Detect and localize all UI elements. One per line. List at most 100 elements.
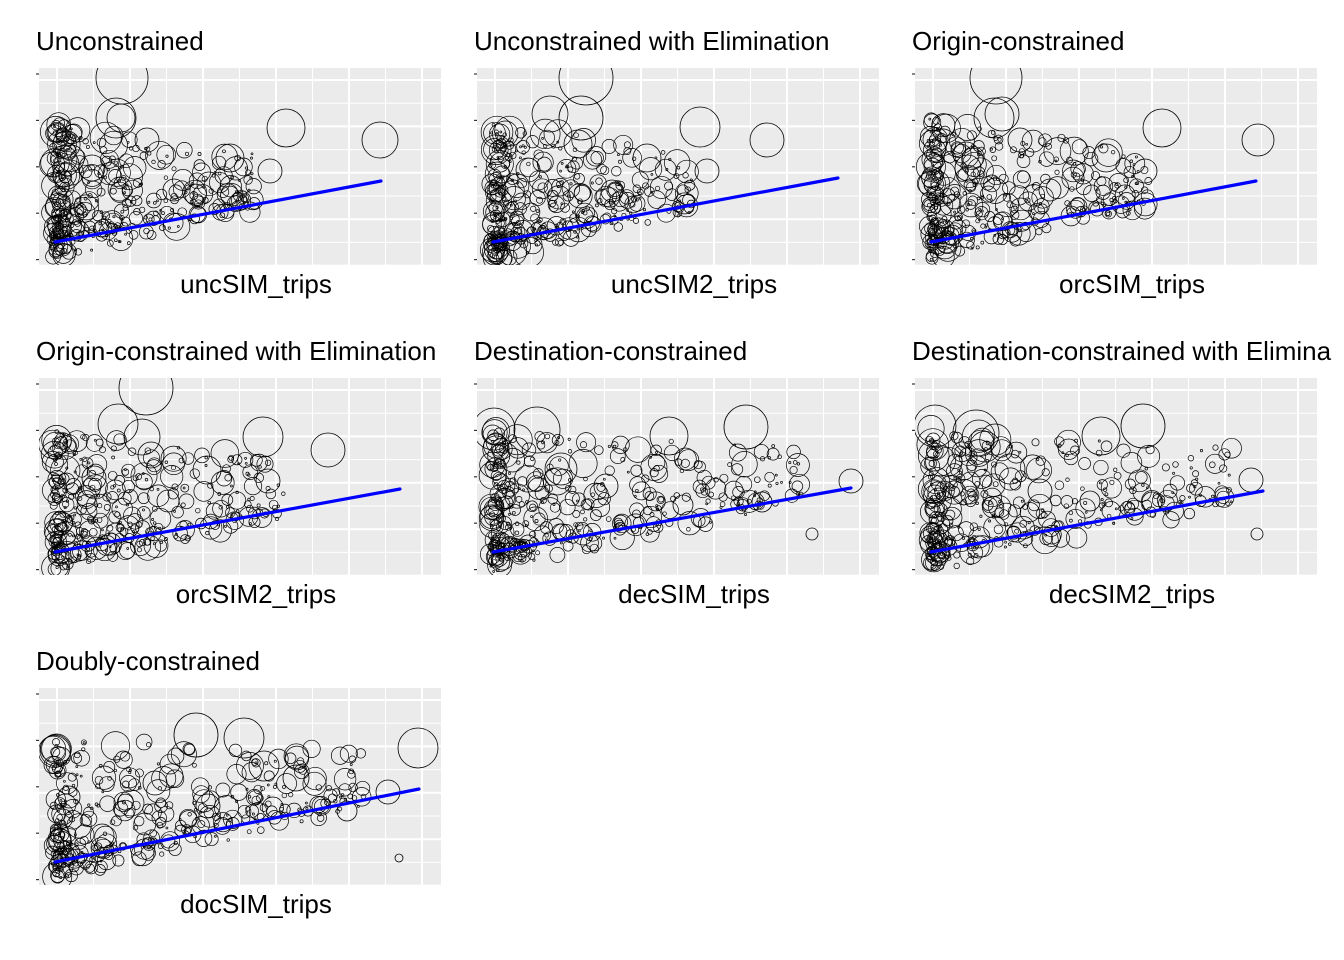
data-point [935,455,939,459]
data-point [45,248,61,265]
data-point [88,470,97,478]
data-point [496,135,503,141]
data-point [532,558,536,562]
data-point [611,435,630,454]
data-point [131,851,147,867]
data-point [1069,518,1073,523]
data-point [64,235,68,238]
data-point [523,145,527,149]
data-point [52,498,56,502]
data-point [55,127,71,143]
data-point [54,462,58,466]
data-point [664,181,674,191]
data-point [89,856,96,863]
data-point [98,764,103,768]
data-point [94,503,99,508]
data-point [120,209,125,214]
data-point [490,218,495,223]
data-point [513,538,517,542]
data-point [211,143,238,171]
data-point [343,797,348,802]
facet-destination-constrained-elimination: Destination-constrained with Elimina dec… [912,336,1344,636]
data-point [86,558,92,564]
data-point [78,154,106,182]
data-point [986,194,993,200]
data-point [193,481,215,502]
data-point [72,452,76,457]
data-point [1084,510,1088,514]
data-point [90,806,94,811]
data-point [1124,153,1146,174]
data-point [1104,498,1114,508]
data-point [693,460,703,470]
facet-destination-constrained: Destination-constrained decSIM_trips [474,336,914,636]
data-point [546,216,567,236]
data-point [1124,502,1136,514]
data-point [1024,197,1031,204]
data-point [544,433,551,440]
data-point [635,488,639,493]
data-point [108,843,113,848]
data-point [1054,169,1060,175]
data-point [128,490,132,493]
data-point [507,503,514,510]
data-point [727,462,732,467]
data-point [998,509,1010,520]
data-point [195,829,213,847]
data-point [523,506,548,532]
data-point [1129,159,1134,164]
data-point [135,473,153,491]
data-point [662,511,667,516]
data-point [1054,480,1065,491]
data-point [84,860,98,875]
data-point [507,513,511,516]
data-point [927,202,932,208]
data-point [928,438,935,444]
data-point [197,152,202,156]
data-point [165,826,169,830]
data-point [1124,478,1136,490]
data-point [85,863,95,873]
data-point [82,741,86,745]
data-point [80,859,91,870]
data-point [52,227,58,233]
data-point [178,457,185,464]
data-point [62,190,82,210]
data-point [549,547,566,563]
data-point [82,456,88,462]
data-point [75,765,79,768]
data-point [139,206,146,213]
data-point [1081,416,1121,456]
data-point [1080,486,1085,491]
data-point [235,490,239,495]
data-point [83,196,88,201]
data-point [1059,136,1089,166]
data-point [528,170,549,191]
data-point [944,535,956,547]
data-point [126,140,130,144]
data-point [128,771,132,775]
data-point [98,222,102,226]
data-point [156,762,160,766]
data-point [215,470,233,487]
y-axis-ticks [36,693,39,881]
data-point [1001,222,1023,243]
data-point [498,217,503,222]
data-point [239,201,261,223]
grid-lines [39,378,441,577]
data-point [121,131,138,148]
data-point [121,468,130,476]
data-point [713,477,719,483]
data-point [958,231,975,248]
data-point [65,872,72,879]
data-point [956,169,969,182]
data-point [95,97,137,139]
data-point [958,470,963,475]
data-point [124,187,127,190]
data-point [249,522,252,525]
data-point [219,212,226,219]
data-point [982,177,1009,204]
data-point [638,196,642,200]
data-point [480,134,512,165]
data-point [305,807,309,810]
